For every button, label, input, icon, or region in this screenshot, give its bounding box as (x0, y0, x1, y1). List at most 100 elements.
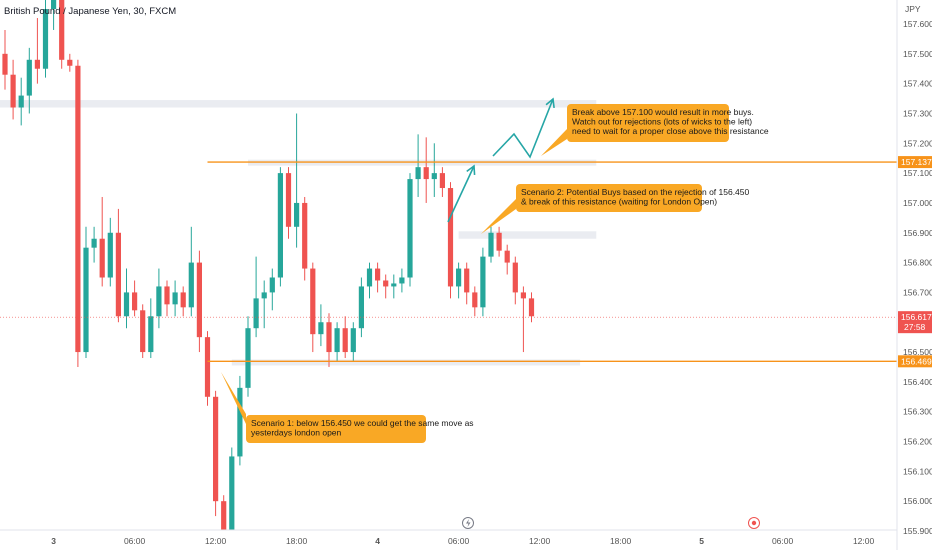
candle (51, 0, 57, 30)
projection-arrow-1[interactable] (447, 165, 475, 223)
resistance-157-137-tag[interactable]: 157.137 (898, 156, 932, 169)
callout-line: Scenario 2: Potential Buys based on the … (521, 187, 750, 197)
callout-line: & break of this resistance (waiting for … (521, 197, 717, 207)
candle (196, 250, 202, 353)
callout-line: need to wait for a proper close above th… (572, 126, 769, 136)
callout-line: yesterdays london open (251, 428, 342, 438)
candle (326, 313, 332, 367)
candle (302, 196, 308, 281)
svg-text:156.469: 156.469 (901, 356, 932, 366)
candle (2, 29, 8, 90)
y-tick-label: 157.300 (903, 108, 932, 118)
candle (447, 182, 454, 299)
candle (67, 53, 73, 72)
x-tick-label: 5 (699, 536, 704, 546)
candle (423, 137, 429, 203)
candle (261, 280, 267, 329)
candle (156, 268, 162, 329)
support-156-469-tag[interactable]: 156.469 (898, 355, 932, 368)
candle (496, 226, 502, 257)
candle (132, 280, 138, 317)
x-tick-label: 18:00 (286, 536, 308, 546)
candle (107, 217, 113, 287)
candle (456, 262, 462, 299)
callout-line: Scenario 1: below 156.450 we could get t… (251, 418, 474, 428)
svg-text:157.137: 157.137 (901, 157, 932, 167)
x-tick-label: 12:00 (529, 536, 551, 546)
candle (115, 208, 121, 323)
candle (391, 274, 397, 299)
y-tick-label: 156.100 (903, 466, 932, 476)
candle (213, 390, 219, 517)
lightning-icon[interactable] (462, 517, 474, 529)
x-tick-label: 06:00 (124, 536, 146, 546)
candle (383, 274, 389, 299)
y-tick-label: 157.000 (903, 198, 932, 208)
y-tick-label: 156.800 (903, 258, 932, 268)
currency-label: JPY (905, 4, 921, 14)
y-tick-label: 156.000 (903, 496, 932, 506)
candle (237, 375, 243, 466)
candle (75, 59, 81, 367)
zone-156-46[interactable] (231, 359, 581, 366)
y-tick-label: 157.500 (903, 49, 932, 59)
callout-scenario-2[interactable]: Scenario 2: Potential Buys based on the … (481, 184, 750, 234)
symbol-title: British Pound / Japanese Yen, 30, FXCM (4, 6, 176, 17)
y-tick-label: 156.700 (903, 287, 932, 297)
candle (439, 167, 445, 197)
candle (26, 47, 32, 114)
candle (148, 298, 154, 359)
x-tick-label: 06:00 (448, 536, 470, 546)
candle (407, 173, 413, 287)
projection-arrow-2-head (545, 97, 555, 109)
y-tick-label: 156.900 (903, 228, 932, 238)
zone-156-89[interactable] (458, 231, 597, 239)
zone-157-33[interactable] (0, 100, 597, 108)
x-tick-label: 4 (375, 536, 380, 546)
candle (464, 262, 470, 305)
candle (366, 262, 373, 299)
candle (310, 262, 316, 353)
y-tick-label: 157.100 (903, 168, 932, 178)
candle (229, 447, 235, 530)
candle (59, 0, 65, 69)
callout-line: Break above 157.100 would result in more… (572, 107, 754, 117)
y-tick-label: 157.200 (903, 138, 932, 148)
candle (245, 316, 251, 397)
candle (83, 226, 89, 359)
x-tick-label: 12:00 (205, 536, 227, 546)
y-tick-label: 157.600 (903, 19, 932, 29)
x-tick-label: 12:00 (853, 536, 875, 546)
candle (520, 286, 526, 353)
candle (18, 77, 24, 126)
candle (294, 113, 300, 248)
candle (123, 268, 130, 329)
callout-scenario-1[interactable]: Scenario 1: below 156.450 we could get t… (221, 372, 474, 443)
candle (415, 134, 421, 197)
candle (204, 331, 211, 406)
candle (269, 268, 275, 311)
candle (172, 280, 178, 317)
candle-timer: 27:58 (904, 322, 926, 332)
candle (221, 495, 227, 530)
event-marker-icon[interactable] (748, 517, 760, 529)
candle (334, 322, 340, 362)
y-tick-label: 156.500 (903, 347, 932, 357)
candle (10, 59, 16, 120)
candle (318, 304, 324, 347)
candle (164, 280, 170, 317)
candle (180, 286, 186, 317)
candle (480, 247, 486, 317)
y-tick-label: 155.900 (903, 526, 932, 536)
candle (512, 256, 518, 305)
candle (399, 268, 405, 293)
candle (375, 262, 381, 293)
callout-breakout[interactable]: Break above 157.100 would result in more… (541, 104, 769, 156)
candle (358, 277, 364, 338)
projection-arrow-2[interactable] (492, 98, 554, 159)
y-tick-label: 157.400 (903, 79, 932, 89)
candle (285, 167, 292, 239)
